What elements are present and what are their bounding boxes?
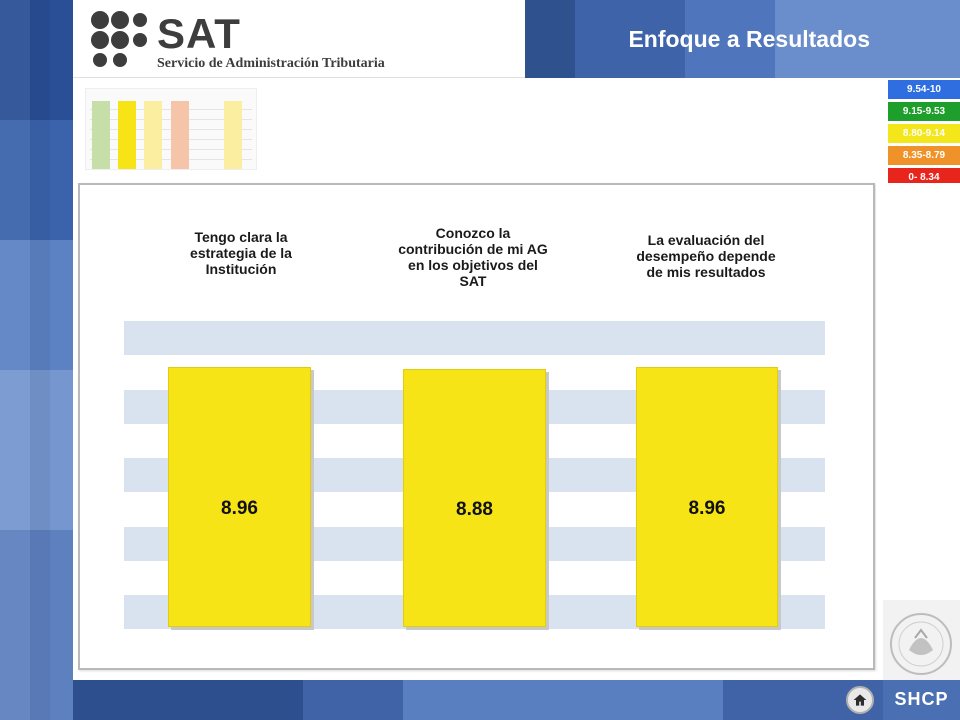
category-label: Tengo clara la estrategia de la Instituc… bbox=[190, 229, 292, 277]
bar-value-label: 8.96 bbox=[221, 498, 258, 520]
legend-item: 8.35-8.79 bbox=[888, 146, 960, 165]
mexico-coat-of-arms-icon bbox=[890, 613, 952, 675]
score-legend: 9.54-10 9.15-9.53 8.80-9.14 8.35-8.79 0-… bbox=[888, 80, 960, 190]
chart-bar: 8.88 bbox=[403, 369, 546, 627]
emblem-box bbox=[883, 600, 960, 680]
legend-item: 9.15-9.53 bbox=[888, 102, 960, 121]
chart-bar: 8.96 bbox=[636, 367, 778, 627]
shcp-label: SHCP bbox=[894, 689, 949, 709]
sat-logo-area: SAT Servicio de Administración Tributari… bbox=[73, 0, 525, 78]
home-icon bbox=[853, 694, 867, 706]
legend-item: 0- 8.34 bbox=[888, 168, 960, 187]
sat-logo-icon bbox=[91, 11, 147, 67]
category-label: La evaluación del desempeño depende de m… bbox=[636, 232, 776, 280]
logo-subtitle: Servicio de Administración Tributaria bbox=[157, 56, 385, 71]
chart-band bbox=[124, 321, 825, 355]
bar-value-label: 8.88 bbox=[456, 499, 493, 521]
mini-table-thumbnail bbox=[85, 88, 257, 170]
shcp-logo: SHCP bbox=[883, 680, 960, 720]
title-banner: Enfoque a Resultados bbox=[525, 0, 960, 78]
legend-item: 8.80-9.14 bbox=[888, 124, 960, 143]
category-label: Conozco la contribución de mi AG en los … bbox=[398, 225, 548, 289]
logo-name: SAT bbox=[157, 10, 241, 57]
legend-item: 9.54-10 bbox=[888, 80, 960, 99]
chart-panel: Tengo clara la estrategia de la Instituc… bbox=[78, 183, 875, 670]
bar-value-label: 8.96 bbox=[688, 498, 726, 520]
page-title: Enfoque a Resultados bbox=[628, 26, 870, 52]
left-decorative-band bbox=[0, 0, 73, 720]
right-margin bbox=[876, 183, 960, 600]
home-button[interactable] bbox=[846, 686, 874, 714]
footer-band bbox=[73, 680, 883, 720]
chart-bar: 8.96 bbox=[168, 367, 311, 627]
